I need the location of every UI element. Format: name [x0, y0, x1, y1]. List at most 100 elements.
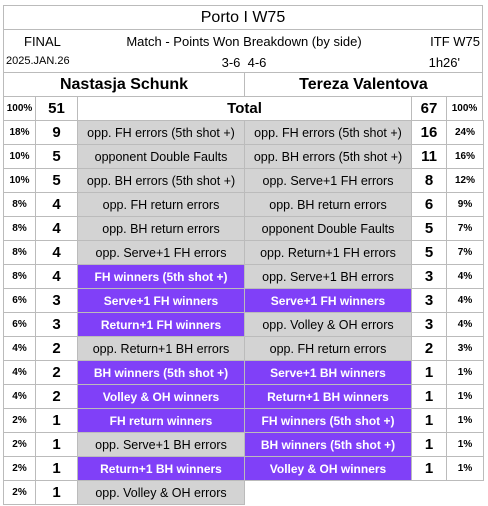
value: 5 [35, 144, 78, 169]
title: Porto I W75 [3, 5, 483, 30]
pct: 4% [446, 312, 484, 337]
pct: 8% [3, 264, 36, 289]
label: Volley & OH winners [244, 456, 412, 481]
value: 1 [411, 360, 447, 385]
date: 2025.JAN.26 [6, 55, 70, 67]
label: FH return winners [77, 408, 245, 433]
pct: 2% [3, 408, 36, 433]
label: opp. Return+1 FH errors [244, 240, 412, 265]
label: BH winners (5th shot +) [244, 432, 412, 457]
subtitle: Match - Points Won Breakdown (by side) [126, 34, 362, 49]
pct: 6% [3, 288, 36, 313]
value: 2 [35, 384, 78, 409]
total-pct: 100% [446, 96, 483, 121]
value: 3 [411, 264, 447, 289]
pct: 1% [446, 408, 484, 433]
player: Nastasja Schunk [3, 72, 245, 97]
pct: 4% [446, 264, 484, 289]
total-label: Total [77, 96, 412, 121]
value: 1 [411, 408, 447, 433]
player: Tereza Valentova [244, 72, 483, 97]
pct: 4% [446, 288, 484, 313]
pct: 12% [446, 168, 484, 193]
pct: 4% [3, 384, 36, 409]
value: 4 [35, 192, 78, 217]
label: opp. FH return errors [244, 336, 412, 361]
pct: 16% [446, 144, 484, 169]
label: opponent Double Faults [77, 144, 245, 169]
pct: 8% [3, 216, 36, 241]
label: opp. BH errors (5th shot +) [244, 144, 412, 169]
label: opp. Serve+1 FH errors [77, 240, 245, 265]
label: Serve+1 FH winners [244, 288, 412, 313]
pct: 7% [446, 216, 484, 241]
pct: 1% [446, 384, 484, 409]
value: 6 [411, 192, 447, 217]
pct: 2% [3, 480, 36, 505]
value: 5 [411, 240, 447, 265]
value: 3 [35, 312, 78, 337]
label: Return+1 BH winners [244, 384, 412, 409]
label: Volley & OH winners [77, 384, 245, 409]
label: opp. Volley & OH errors [244, 312, 412, 337]
pct: 10% [3, 168, 36, 193]
value: 3 [411, 312, 447, 337]
label: opp. BH errors (5th shot +) [77, 168, 245, 193]
label: Serve+1 FH winners [77, 288, 245, 313]
score: 3-6 4-6 [221, 55, 267, 70]
value: 2 [35, 336, 78, 361]
label: opp. FH return errors [77, 192, 245, 217]
label: opp. BH return errors [244, 192, 412, 217]
pct: 8% [3, 192, 36, 217]
label: opp. FH errors (5th shot +) [244, 120, 412, 145]
label: opp. Return+1 BH errors [77, 336, 245, 361]
pct: 18% [3, 120, 36, 145]
value: 16 [411, 120, 447, 145]
pct: 4% [3, 360, 36, 385]
pct: 3% [446, 336, 484, 361]
duration: 1h26' [428, 55, 460, 70]
value: 1 [35, 432, 78, 457]
value: 3 [411, 288, 447, 313]
label: Serve+1 BH winners [244, 360, 412, 385]
total-value: 67 [411, 96, 447, 121]
label: opp. Serve+1 BH errors [77, 432, 245, 457]
pct: 10% [3, 144, 36, 169]
value: 4 [35, 264, 78, 289]
label: Return+1 BH winners [77, 456, 245, 481]
pct: 24% [446, 120, 484, 145]
event: ITF W75 [430, 34, 480, 49]
label: opp. Serve+1 BH errors [244, 264, 412, 289]
value: 3 [35, 288, 78, 313]
value: 1 [35, 456, 78, 481]
label: FH winners (5th shot +) [244, 408, 412, 433]
pct: 9% [446, 192, 484, 217]
value: 9 [35, 120, 78, 145]
value: 8 [411, 168, 447, 193]
value: 2 [35, 360, 78, 385]
label: FH winners (5th shot +) [77, 264, 245, 289]
pct: 8% [3, 240, 36, 265]
value: 1 [411, 456, 447, 481]
label: opp. Volley & OH errors [77, 480, 245, 505]
label: opp. Serve+1 FH errors [244, 168, 412, 193]
value: 1 [35, 480, 78, 505]
pct: 6% [3, 312, 36, 337]
label: Return+1 FH winners [77, 312, 245, 337]
value: 2 [411, 336, 447, 361]
value: 1 [411, 432, 447, 457]
value: 4 [35, 216, 78, 241]
value: 11 [411, 144, 447, 169]
value: 1 [411, 384, 447, 409]
value: 1 [35, 408, 78, 433]
pct: 4% [3, 336, 36, 361]
value: 4 [35, 240, 78, 265]
pct: 1% [446, 360, 484, 385]
pct: 2% [3, 456, 36, 481]
pct: 2% [3, 432, 36, 457]
pct: 7% [446, 240, 484, 265]
label: BH winners (5th shot +) [77, 360, 245, 385]
label: opp. BH return errors [77, 216, 245, 241]
status: FINAL [24, 34, 61, 49]
